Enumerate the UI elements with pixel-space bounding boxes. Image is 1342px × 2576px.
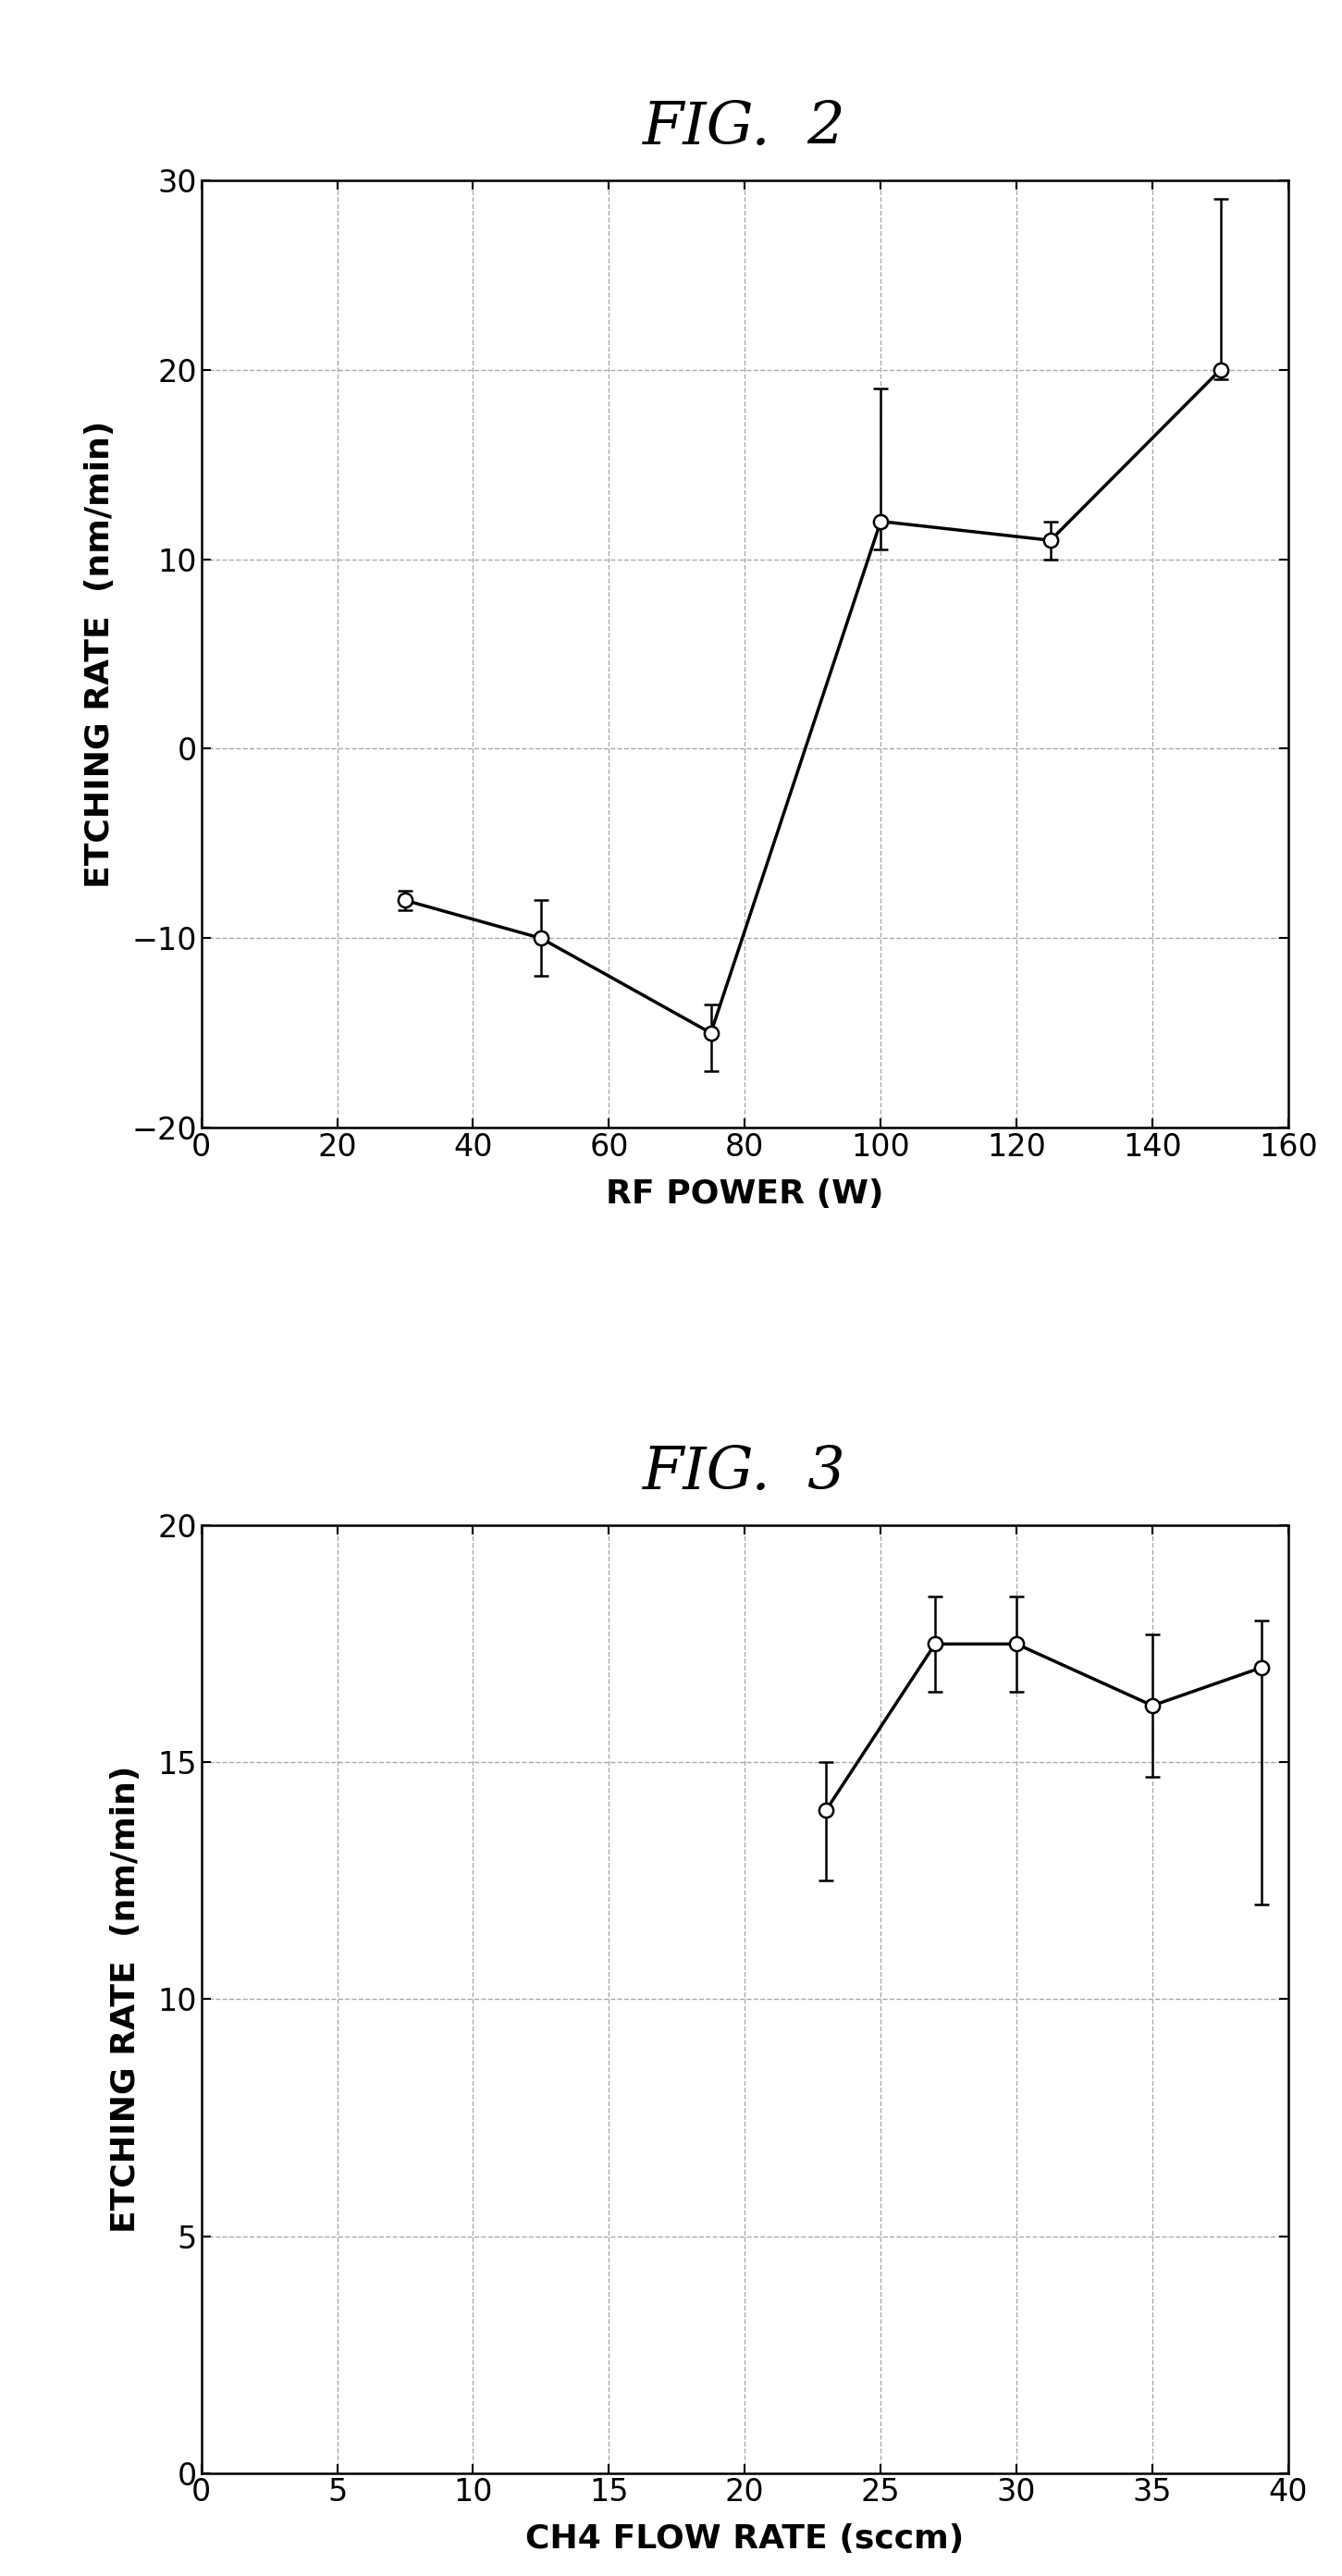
- X-axis label: RF POWER (W): RF POWER (W): [605, 1177, 884, 1211]
- Title: FIG.  3: FIG. 3: [643, 1445, 847, 1502]
- X-axis label: CH4 FLOW RATE (sccm): CH4 FLOW RATE (sccm): [526, 2524, 964, 2555]
- Y-axis label: ETCHING RATE  (nm/min): ETCHING RATE (nm/min): [110, 1765, 142, 2233]
- Y-axis label: ETCHING RATE  (nm/min): ETCHING RATE (nm/min): [85, 420, 115, 889]
- Title: FIG.  2: FIG. 2: [643, 100, 847, 157]
